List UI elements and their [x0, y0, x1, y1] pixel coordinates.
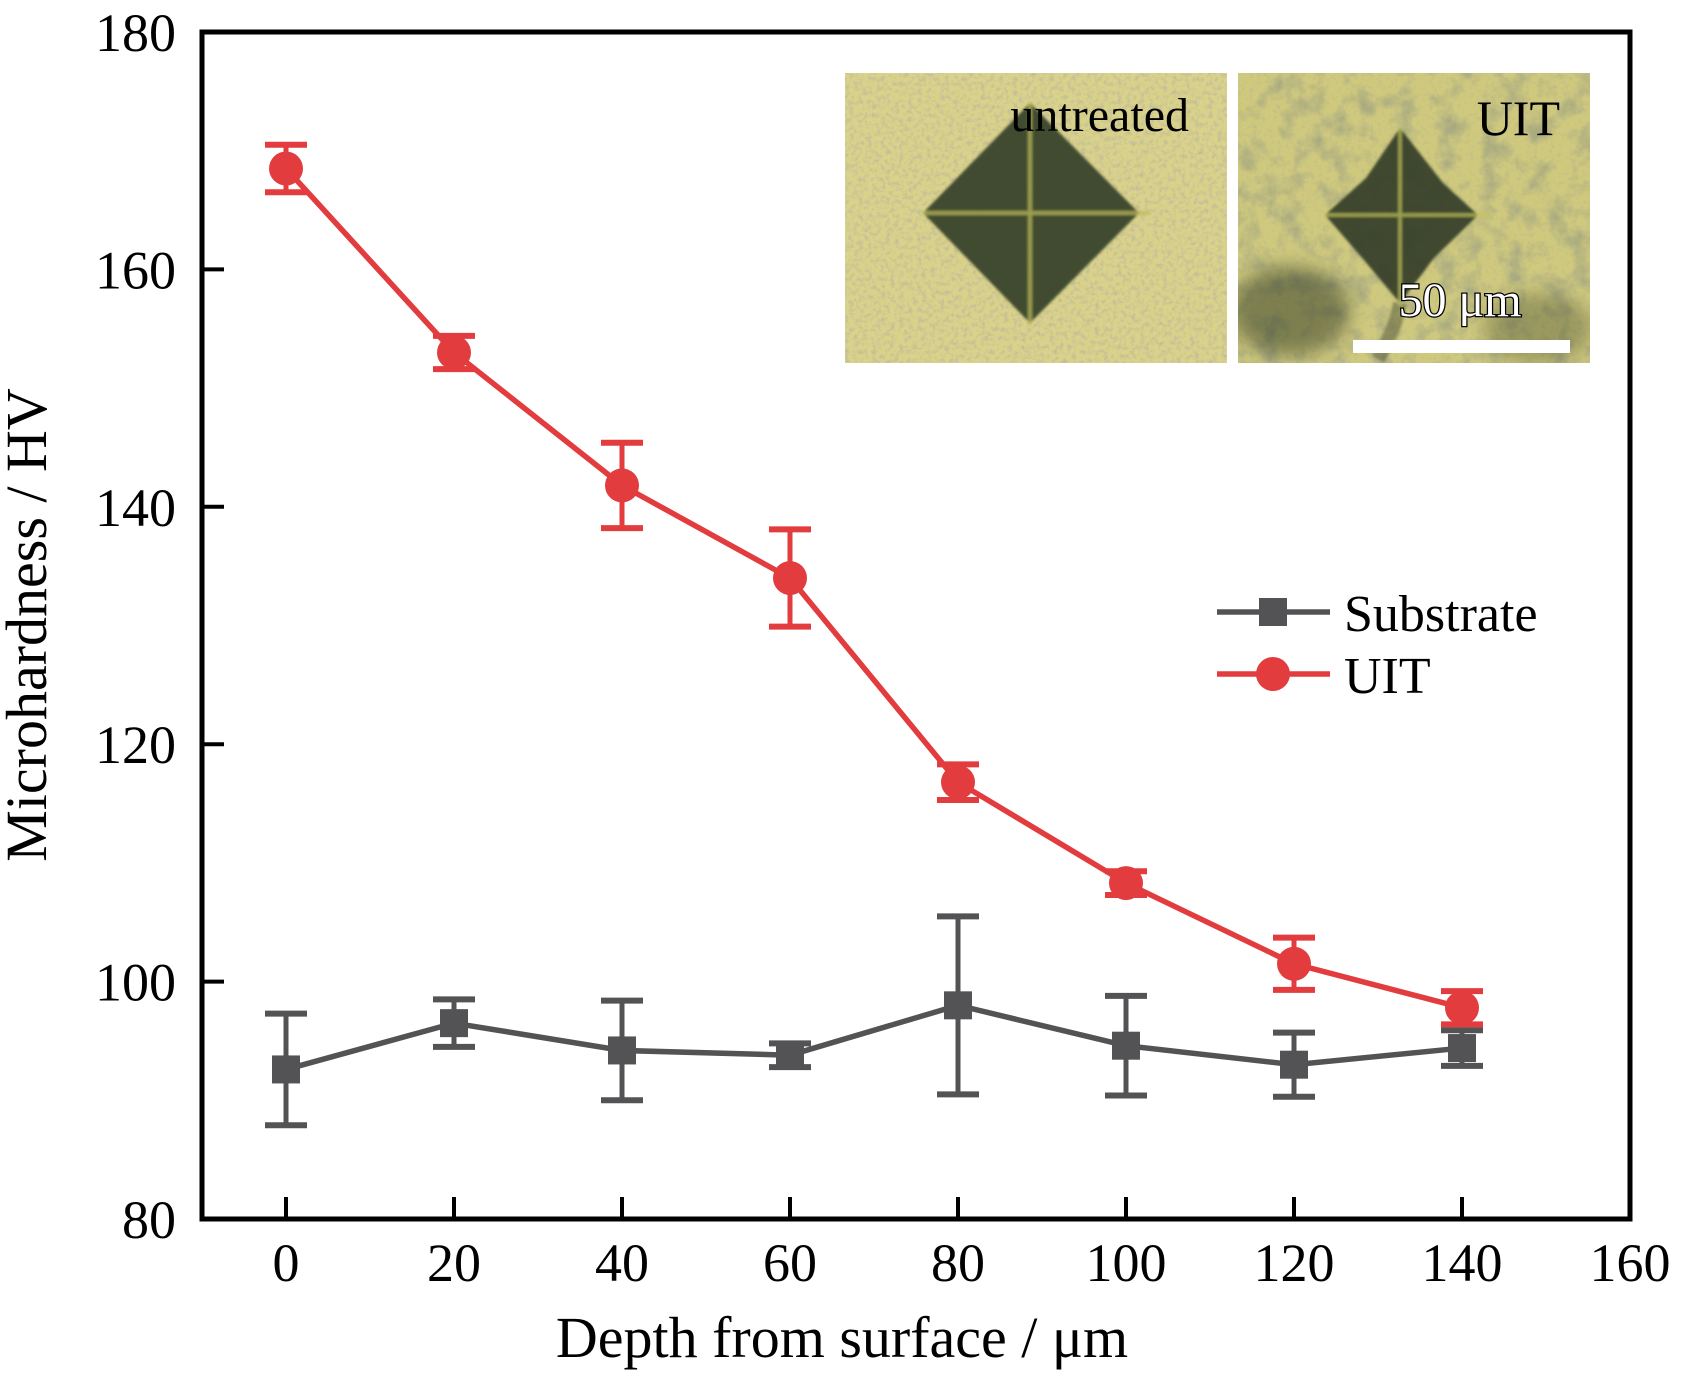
indentation-cross-lines	[923, 103, 1150, 325]
x-tick-label: 40	[595, 1233, 649, 1293]
inset-label-uit: UIT	[1477, 90, 1560, 146]
marker-circle	[269, 151, 303, 186]
y-tick-label: 120	[95, 715, 176, 775]
marker-circle	[1445, 990, 1479, 1025]
marker-square	[1448, 1034, 1476, 1063]
indentation-shadow-trail	[1371, 301, 1407, 363]
marker-square	[944, 991, 972, 1020]
y-tick-label: 160	[95, 240, 176, 300]
y-axis-title-group: Microhardness / HV	[0, 388, 59, 862]
marker-square	[608, 1036, 636, 1065]
plot-border	[199, 29, 1633, 1222]
marker-circle	[1277, 946, 1311, 981]
series-uit	[265, 141, 1483, 1028]
marker-square	[1112, 1031, 1140, 1060]
y-axis: 80 100 120 140 160 180 Microhardness / HV	[0, 3, 224, 1250]
series-substrate	[265, 913, 1483, 1129]
x-tick-label: 100	[1086, 1233, 1167, 1293]
y-tick-label: 80	[122, 1190, 176, 1250]
marker-circle	[437, 335, 471, 370]
x-tick-label: 20	[427, 1233, 481, 1293]
marker-circle	[773, 561, 807, 596]
series-line	[283, 166, 1463, 1011]
legend-label: Substrate	[1344, 586, 1538, 643]
x-tick-label: 60	[763, 1233, 817, 1293]
scale-bar	[1353, 340, 1570, 353]
dark-blotch	[1238, 266, 1350, 356]
marker-square	[776, 1041, 804, 1070]
marker-circle	[1109, 866, 1143, 901]
y-tick-label: 180	[95, 3, 176, 63]
x-tick-label: 120	[1254, 1233, 1335, 1293]
y-axis-title: Microhardness / HV	[0, 388, 59, 862]
x-tick-label: 80	[931, 1233, 985, 1293]
marker-square	[440, 1009, 468, 1038]
indentation-diamond-untreated	[923, 103, 1150, 325]
inset-label-untreated: untreated	[1010, 89, 1189, 142]
x-axis: 0 20 40 60 80 100 120 140 160 Depth from surface …	[273, 1197, 1671, 1370]
scale-bar-label: 50 μm	[1398, 274, 1521, 327]
x-tick-label: 140	[1422, 1233, 1503, 1293]
marker-square	[1280, 1050, 1308, 1079]
x-tick-label: 0	[273, 1233, 300, 1293]
y-tick-label: 140	[95, 478, 176, 538]
inset-micrograph-uit: UIT 50 μm	[1238, 73, 1590, 363]
marker-circle	[941, 765, 975, 800]
legend-label: UIT	[1344, 648, 1431, 705]
marker-square	[272, 1055, 300, 1084]
legend-marker-circle	[1256, 657, 1290, 691]
inset-micrograph-untreated: untreated	[845, 73, 1227, 363]
y-tick-label: 100	[95, 953, 176, 1013]
indentation-diamond-uit	[1325, 128, 1490, 363]
series-line	[285, 1002, 1463, 1073]
x-tick-label: 160	[1590, 1233, 1671, 1293]
marker-circle	[605, 468, 639, 503]
x-axis-title: Depth from surface / μm	[556, 1305, 1128, 1370]
indentation-cross-lines	[1325, 128, 1490, 305]
legend-marker-square	[1259, 598, 1287, 626]
